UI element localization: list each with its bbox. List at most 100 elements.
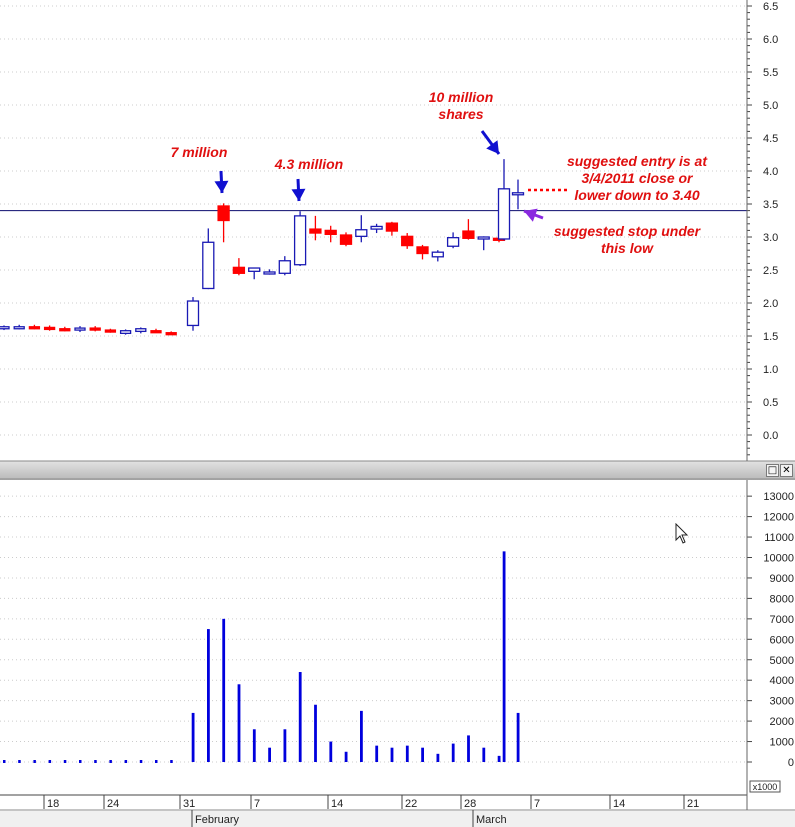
- month-label: February: [195, 814, 240, 826]
- volume-tick-label: 0: [788, 757, 794, 769]
- volume-bar: [516, 712, 520, 762]
- date-tick-label: 24: [107, 798, 119, 810]
- volume-bar: [344, 751, 348, 762]
- volume-bar: [48, 760, 52, 763]
- candle: [165, 331, 177, 336]
- volume-bar: [3, 760, 6, 763]
- candle: [150, 328, 162, 334]
- price-tick-label: 2.5: [763, 265, 778, 277]
- panel-separator[interactable]: [0, 461, 795, 480]
- candle-body: [248, 267, 261, 272]
- volume-bar: [360, 710, 363, 762]
- volume-bar: [298, 672, 302, 762]
- candle-body: [355, 229, 368, 237]
- volume-bar: [155, 760, 158, 763]
- candle-body: [43, 326, 56, 331]
- arrow-7-million-icon: [214, 170, 229, 194]
- candle: [43, 325, 56, 331]
- volume-tick-label: 12000: [763, 512, 794, 524]
- candle-body: [497, 188, 511, 240]
- candle: [309, 215, 322, 241]
- arrow-43-million-icon: [291, 178, 306, 202]
- candle: [339, 232, 353, 247]
- volume-grid: [0, 495, 747, 763]
- annotation-text: 4.3 million: [274, 156, 343, 172]
- candle: [89, 326, 101, 332]
- volume-bar: [18, 760, 21, 763]
- price-tick-label: 4.5: [763, 133, 778, 145]
- volume-bar: [79, 760, 82, 763]
- close-panel-button[interactable]: ✕: [780, 464, 793, 477]
- candle-body: [232, 266, 246, 274]
- candle-body: [462, 230, 475, 239]
- date-tick-label: 14: [613, 798, 625, 810]
- candle-body: [385, 222, 399, 232]
- price-tick-label: 0.0: [763, 430, 778, 442]
- price-tick-label: 3.5: [763, 199, 778, 211]
- candle: [135, 327, 147, 334]
- candle-body: [416, 246, 429, 255]
- volume-bar: [451, 743, 455, 762]
- annotation-text: 7 million: [171, 144, 228, 160]
- maximize-panel-button[interactable]: □: [766, 464, 779, 477]
- volume-bar: [497, 755, 501, 762]
- candle-body: [74, 327, 86, 331]
- volume-bar: [207, 629, 210, 762]
- candle: [119, 329, 132, 335]
- volume-bar: [390, 747, 394, 762]
- date-tick-label: 31: [183, 798, 195, 810]
- candle: [446, 232, 460, 249]
- volume-tick-label: 5000: [770, 655, 794, 667]
- price-tick-label: 0.5: [763, 397, 778, 409]
- candle: [263, 269, 276, 275]
- candle-body: [309, 228, 322, 234]
- candle: [202, 228, 215, 290]
- candle: [477, 236, 490, 251]
- candle-body: [150, 330, 162, 334]
- candle: [462, 219, 475, 240]
- candle: [385, 221, 399, 236]
- volume-bar: [109, 760, 112, 763]
- volume-bar: [283, 729, 287, 762]
- candle: [511, 179, 525, 210]
- candle-body: [13, 326, 25, 330]
- candle: [355, 215, 368, 243]
- candle-body: [89, 327, 101, 331]
- candle-body: [401, 235, 414, 247]
- volume-tick-label: 2000: [770, 716, 794, 728]
- arrow-stop-icon: [523, 208, 544, 222]
- annotation-text: shares: [438, 106, 483, 122]
- volume-bar: [436, 753, 440, 762]
- month-label: March: [476, 814, 507, 826]
- candle-body: [0, 326, 10, 330]
- annotation-text: lower down to 3.40: [574, 187, 699, 203]
- candle: [324, 225, 337, 243]
- volume-unit-box: [749, 780, 781, 793]
- mouse-cursor-icon: [675, 523, 689, 544]
- volume-bar: [467, 735, 470, 762]
- price-tick-label: 1.5: [763, 331, 778, 343]
- arrow-head: [214, 180, 229, 193]
- volume-bar: [33, 760, 36, 763]
- volume-bar: [314, 704, 317, 762]
- candle: [497, 159, 511, 241]
- candle: [232, 258, 246, 276]
- month-axis-background: [0, 811, 795, 827]
- candle-body: [339, 234, 353, 245]
- candle: [74, 326, 86, 333]
- date-tick-label: 14: [331, 798, 343, 810]
- candle-body: [278, 260, 291, 274]
- volume-bar: [405, 745, 409, 762]
- volume-bar: [139, 760, 143, 763]
- candle: [59, 326, 71, 332]
- candle: [13, 324, 25, 330]
- candle: [293, 211, 307, 267]
- date-tick-label: 22: [405, 798, 417, 810]
- candle: [416, 244, 429, 260]
- candle: [186, 297, 200, 331]
- volume-tick-label: 9000: [770, 573, 794, 585]
- arrow-head: [524, 208, 538, 222]
- candle: [431, 250, 444, 262]
